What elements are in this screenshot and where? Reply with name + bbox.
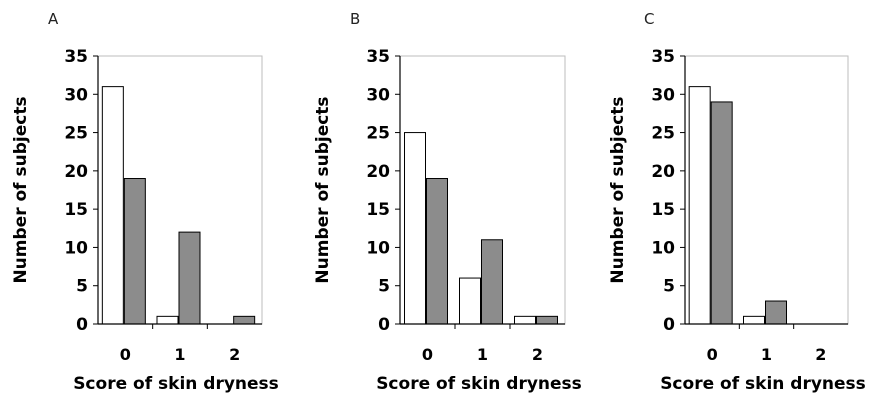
y-tick-label: 20	[651, 162, 675, 182]
y-tick-label: 0	[663, 315, 675, 335]
y-tick-label: 30	[64, 85, 88, 105]
bar-series2-cat-2	[233, 315, 256, 325]
x-axis-title: Score of skin dryness	[376, 374, 582, 393]
y-tick-label: 10	[651, 238, 675, 258]
y-tick-label: 0	[76, 315, 88, 335]
bar-series2-cat-2	[536, 315, 558, 325]
panel-label: B	[350, 10, 360, 28]
x-axis-title: Score of skin dryness	[73, 374, 279, 393]
x-axis-title: Score of skin dryness	[660, 374, 866, 393]
y-tick-label: 20	[366, 162, 390, 182]
x-tick-label: 1	[477, 345, 488, 364]
panel-label: C	[644, 10, 654, 28]
y-tick-label: 5	[76, 277, 88, 297]
bar-series1-cat-2	[514, 315, 536, 325]
x-tick-label: 2	[229, 345, 240, 364]
y-tick-label: 20	[64, 162, 88, 182]
bar-series2-cat-0	[426, 178, 448, 325]
x-tick-label: 0	[707, 345, 718, 364]
bar-series2-cat-1	[178, 231, 201, 325]
x-tick-label: 1	[761, 345, 772, 364]
y-axis-title: Number of subjects	[11, 96, 31, 283]
y-tick-label: 5	[663, 277, 675, 297]
x-tick-label: 0	[422, 345, 433, 364]
bar-series2-cat-1	[765, 300, 787, 325]
bar-series1-cat-0	[101, 86, 124, 325]
bar-series1-cat-0	[688, 86, 711, 325]
bar-series2-cat-1	[481, 239, 503, 325]
y-tick-label: 0	[378, 315, 390, 335]
y-axis-title: Number of subjects	[608, 96, 628, 283]
y-tick-label: 25	[64, 124, 88, 144]
x-tick-label: 0	[120, 345, 131, 364]
y-tick-label: 10	[64, 238, 88, 258]
y-axis-title: Number of subjects	[313, 96, 333, 283]
y-tick-label: 30	[651, 85, 675, 105]
panel-label: A	[48, 10, 59, 28]
y-tick-label: 35	[64, 47, 88, 67]
x-tick-label: 1	[174, 345, 185, 364]
bar-series1-cat-1	[156, 315, 179, 325]
y-tick-label: 25	[366, 124, 390, 144]
bar-series1-cat-0	[404, 132, 426, 325]
y-tick-label: 15	[64, 200, 88, 220]
bar-series2-cat-0	[123, 178, 146, 325]
x-tick-label: 2	[532, 345, 543, 364]
bar-series2-cat-0	[710, 101, 733, 325]
bar-series1-cat-1	[743, 315, 765, 325]
y-tick-label: 10	[366, 238, 390, 258]
bar-series1-cat-1	[459, 277, 481, 325]
y-tick-label: 30	[366, 85, 390, 105]
y-tick-label: 15	[366, 200, 390, 220]
y-tick-label: 15	[651, 200, 675, 220]
x-tick-label: 2	[815, 345, 826, 364]
y-tick-label: 25	[651, 124, 675, 144]
y-tick-label: 35	[366, 47, 390, 67]
y-tick-label: 5	[378, 277, 390, 297]
y-tick-label: 35	[651, 47, 675, 67]
